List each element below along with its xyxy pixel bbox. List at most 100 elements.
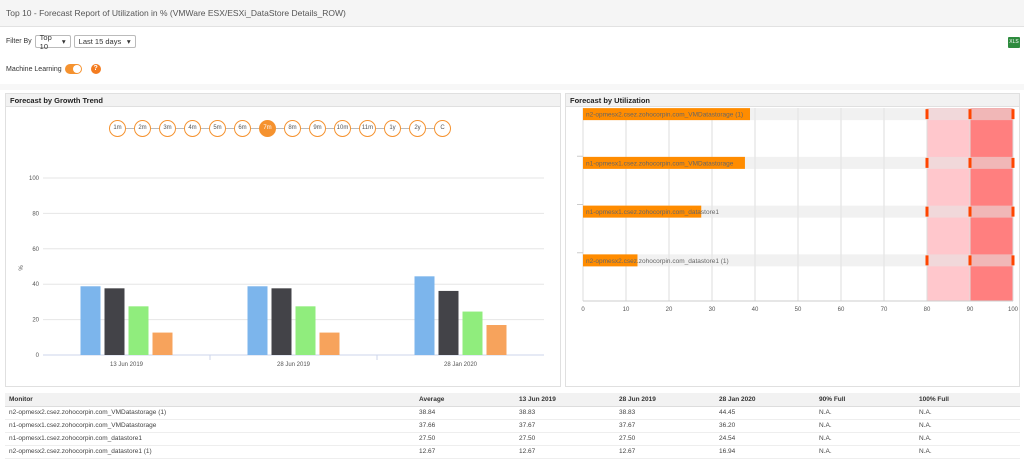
column-header[interactable]: 28 Jan 2020	[715, 393, 815, 407]
forecast-table: Monitor Average 13 Jun 2019 28 Jun 2019 28 J…	[5, 393, 1020, 459]
table-cell: 36.20	[715, 419, 815, 433]
table-header-row: Monitor Average 13 Jun 2019 28 Jun 2019 28 J…	[5, 393, 1020, 407]
y-tick-label: 0	[36, 353, 40, 359]
table-cell: 44.45	[715, 406, 815, 420]
period-select-value: Last 15 days	[78, 37, 122, 46]
bar	[80, 286, 101, 355]
x-tick-label: 60	[838, 307, 845, 313]
table-cell: N.A.	[915, 406, 1020, 420]
pill-connector	[301, 128, 309, 129]
threshold-marker	[925, 206, 929, 217]
table-cell: 12.67	[515, 445, 615, 459]
threshold-band	[927, 108, 970, 301]
threshold-marker	[968, 109, 972, 120]
top-select-value: Top 10	[39, 32, 52, 51]
x-tick-label: 90	[967, 307, 974, 313]
x-tick-label: 30	[709, 307, 716, 313]
table-cell: 27.50	[515, 432, 615, 446]
threshold-marker	[968, 206, 972, 217]
period-pill-10m[interactable]: 10m	[334, 120, 351, 137]
period-pill-3m[interactable]: 3m	[159, 120, 176, 137]
threshold-marker	[925, 109, 929, 120]
period-pill-1y[interactable]: 1y	[384, 120, 401, 137]
period-pill-1m[interactable]: 1m	[109, 120, 126, 137]
growth-chart: 0 20 40 60 80 100% 13 Jun 2019 28 Jun 2019 28 Ja…	[19, 176, 544, 368]
utilization-title: Forecast by Utilization	[566, 94, 1019, 107]
period-pill-9m[interactable]: 9m	[309, 120, 326, 137]
chevron-down-icon: ▾	[126, 37, 131, 46]
bar-label: n2-opmesx2.csez.zohocorpin.com_datastore…	[586, 258, 729, 265]
column-header[interactable]: 90% Full	[815, 393, 915, 407]
table-cell: 37.66	[415, 419, 515, 433]
pill-connector	[276, 128, 284, 129]
column-header[interactable]: 28 Jun 2019	[615, 393, 715, 407]
bar-label: n2-opmesx2.csez.zohocorpin.com_VMDatasto…	[586, 112, 743, 119]
column-header[interactable]: Monitor	[5, 393, 415, 407]
top-select[interactable]: Top 10 ▾	[34, 32, 71, 51]
period-pill-4m[interactable]: 4m	[184, 120, 201, 137]
x-tick-label: 13 Jun 2019	[110, 362, 144, 368]
x-tick-label: 10	[623, 307, 630, 313]
utilization-panel: Forecast by Utilization 0 10 20 30 40 50 60 70 8…	[565, 93, 1020, 387]
period-pill-6m[interactable]: 6m	[234, 120, 251, 137]
bar	[438, 290, 459, 355]
y-tick-label: 40	[32, 282, 39, 288]
bar	[583, 205, 702, 218]
page-title: Top 10 - Forecast Report of Utilization …	[6, 8, 346, 18]
table-cell: 37.67	[615, 419, 715, 433]
growth-panel: Forecast by Growth Trend 1m 2m 3m 4m 5m 6m 7m 8…	[5, 93, 561, 387]
x-tick-label: 28 Jan 2020	[444, 362, 478, 368]
period-pill-2y[interactable]: 2y	[409, 120, 426, 137]
bar	[295, 306, 316, 355]
period-pill-2m[interactable]: 2m	[134, 120, 151, 137]
table-cell: 27.50	[415, 432, 515, 446]
divider	[0, 84, 1024, 90]
x-tick-label: 70	[881, 307, 888, 313]
period-pill-7m[interactable]: 7m	[259, 120, 276, 137]
threshold-marker	[1011, 157, 1015, 168]
table-cell: n2-opmesx2.csez.zohocorpin.com_VMDatasto…	[5, 406, 415, 420]
table-cell: N.A.	[915, 432, 1020, 446]
pill-connector	[426, 128, 434, 129]
threshold-marker	[968, 255, 972, 266]
period-pill-C[interactable]: C	[434, 120, 451, 137]
table-cell: N.A.	[815, 406, 915, 420]
pill-connector	[401, 128, 409, 129]
excel-icon[interactable]: XLS	[1008, 37, 1020, 48]
page-header: Top 10 - Forecast Report of Utilization …	[0, 0, 1024, 27]
chevron-down-icon: ▾	[61, 37, 66, 46]
column-header[interactable]: 100% Full	[915, 393, 1020, 407]
table-cell: 12.67	[615, 445, 715, 459]
threshold-marker	[1011, 109, 1015, 120]
table-row: n2-opmesx2.csez.zohocorpin.com_datastore…	[5, 445, 1020, 459]
utilization-chart: 0 10 20 30 40 50 60 70 80 90 100 n2-opmesx2.csez.zo…	[577, 108, 1019, 313]
bar	[104, 288, 125, 355]
x-tick-label: 100	[1008, 307, 1019, 313]
y-axis-label: %	[19, 265, 25, 271]
growth-title: Forecast by Growth Trend	[6, 94, 560, 107]
pill-connector	[151, 128, 159, 129]
pill-connector	[126, 128, 134, 129]
period-pill-11m[interactable]: 11m	[359, 120, 376, 137]
threshold-marker	[925, 255, 929, 266]
threshold-band	[970, 108, 1013, 301]
help-icon[interactable]: ?	[90, 64, 101, 74]
filter-bar: Filter By Top 10 ▾ Last 15 days ▾	[6, 32, 136, 51]
x-tick-label: 50	[795, 307, 802, 313]
ml-toggle[interactable]	[64, 64, 82, 74]
period-pill-5m[interactable]: 5m	[209, 120, 226, 137]
period-pills: 1m 2m 3m 4m 5m 6m 7m 8m 9m 10m 11m 1y 2y C	[109, 120, 451, 137]
x-tick-label: 0	[581, 307, 585, 313]
pill-connector	[251, 128, 259, 129]
bar	[152, 332, 173, 355]
period-pill-8m[interactable]: 8m	[284, 120, 301, 137]
bar	[247, 286, 268, 355]
bar	[583, 254, 638, 267]
ml-row: Machine Learning ?	[6, 64, 101, 74]
bar	[462, 311, 483, 355]
column-header[interactable]: Average	[415, 393, 515, 407]
y-tick-label: 20	[32, 318, 39, 324]
y-tick-label: 100	[29, 176, 40, 182]
period-select[interactable]: Last 15 days ▾	[73, 35, 136, 48]
column-header[interactable]: 13 Jun 2019	[515, 393, 615, 407]
